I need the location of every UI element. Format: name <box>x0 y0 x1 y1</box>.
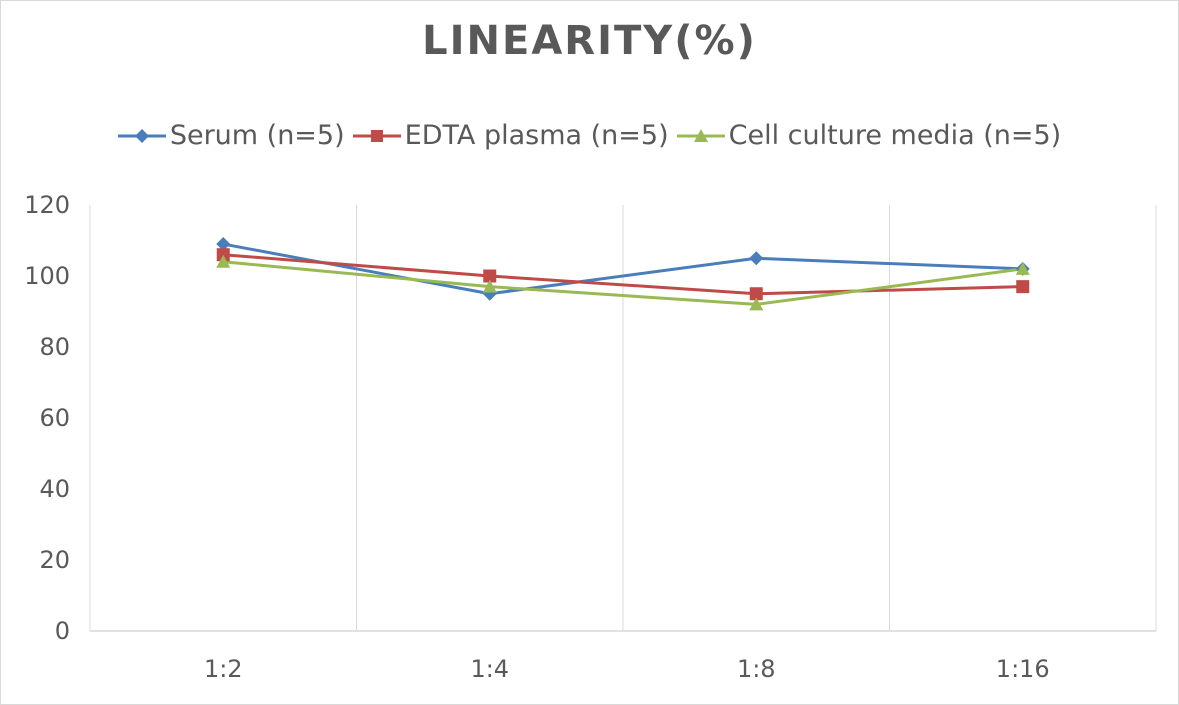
y-tick-label: 20 <box>39 546 70 574</box>
legend-swatch-serum <box>117 128 166 143</box>
legend-item-serum: Serum (n=5) <box>117 120 345 151</box>
legend-label-edta-plasma: EDTA plasma (n=5) <box>404 120 669 151</box>
data-point-triangle <box>216 254 231 268</box>
legend-item-cell-culture-media: Cell culture media (n=5) <box>676 120 1062 151</box>
series-line-1 <box>223 253 1023 296</box>
data-point-diamond <box>749 251 764 266</box>
legend-swatch-edta-plasma <box>352 129 401 142</box>
x-tick-label: 1:4 <box>470 655 509 683</box>
y-tick-label: 60 <box>39 404 70 432</box>
series-line-0 <box>222 242 1023 296</box>
x-tick-label: 1:2 <box>204 655 243 683</box>
chart-title: LINEARITY(%) <box>422 18 757 64</box>
data-point-square <box>1016 280 1030 294</box>
y-tick-label: 0 <box>55 617 70 645</box>
legend-item-edta-plasma: EDTA plasma (n=5) <box>352 120 669 151</box>
data-point-square <box>749 287 763 301</box>
data-point-diamond <box>216 237 231 252</box>
y-tick-label: 80 <box>39 333 70 361</box>
chart-legend: Serum (n=5) EDTA plasma (n=5) Cell cultu… <box>0 120 1179 151</box>
legend-swatch-cell-culture-media <box>676 128 725 142</box>
x-tick-label: 1:8 <box>737 655 776 683</box>
x-tick-label: 1:16 <box>996 655 1050 683</box>
series-line-2 <box>223 260 1023 306</box>
y-tick-label: 120 <box>24 191 70 219</box>
data-point-triangle <box>749 297 764 311</box>
data-point-square <box>216 248 230 262</box>
data-point-triangle <box>1015 261 1030 275</box>
data-point-square <box>483 269 497 283</box>
legend-label-cell-culture-media: Cell culture media (n=5) <box>728 120 1062 151</box>
data-point-triangle <box>482 279 497 293</box>
y-tick-label: 40 <box>39 475 70 503</box>
y-tick-label: 100 <box>24 262 70 290</box>
legend-label-serum: Serum (n=5) <box>169 120 345 151</box>
